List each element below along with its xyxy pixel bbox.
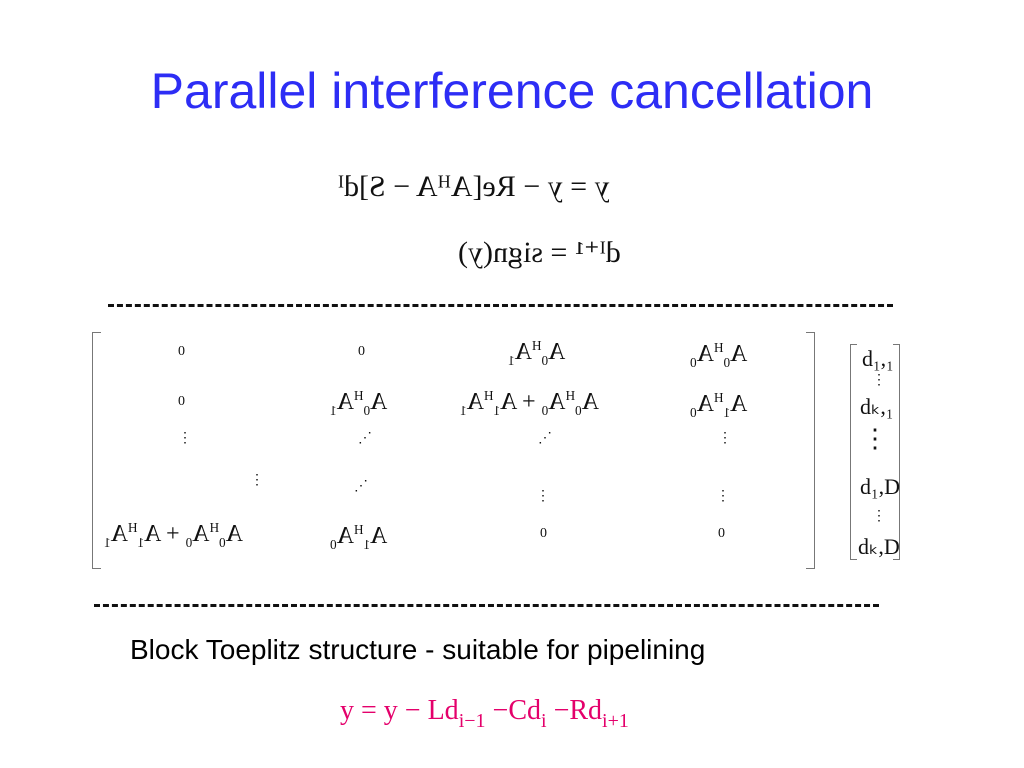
equation-2-text: dᴵ⁺¹ = sign(y) [458,236,621,269]
matrix-cell-0: 0 [178,344,185,359]
matrix-block-a0h-a1: A1HA0 [690,390,748,420]
eq-part-2: −Cd [485,695,541,726]
matrix-block-a0h-a0: A0HA0 [690,340,748,370]
matrix-block-a1h-a0: A0HA1 [330,388,388,418]
matrix-cell-0: 0 [178,394,185,409]
vector-entry: d₁,₁ [862,346,894,371]
matrix-block-a1h-a0: A0HA1 [508,338,566,368]
matrix-block-sum: A0HA0 + A1HA1 [460,388,600,418]
matrix-vdots: ⋮ [716,489,730,504]
vector-right-bracket [893,344,900,560]
eq-lhs: y [340,695,354,726]
matrix-ddots: ⋰ [354,479,368,494]
caption: Block Toeplitz structure - suitable for … [130,634,706,665]
matrix-cell-0: 0 [358,344,365,359]
dashed-divider-bottom [94,604,879,607]
matrix-vdots: ⋮ [250,473,264,488]
vector-left-bracket [850,344,857,560]
matrix-block-sum: A0HA0 + A1HA1 [104,520,244,550]
equation-1-text: y = y − Re[AᴴA − S]dᴵ [338,170,610,203]
eq-part-3: −Rd [546,695,603,726]
slide-title: Parallel interference cancellation [150,63,874,119]
matrix-vdots: ⋮ [536,489,550,504]
vector-vdots: ⋮ [872,373,886,388]
matrix-left-bracket [92,332,101,569]
matrix-ddots: ⋰ [538,431,552,446]
matrix-block-a0h-a1: A1HA0 [330,522,388,552]
matrix-cell-0: 0 [540,526,547,541]
matrix-cell-0: 0 [718,526,725,541]
matrix-vdots: ⋮ [178,431,192,446]
vector-entry: d₁,D [860,474,901,499]
matrix-vdots: ⋮ [718,431,732,446]
mirrored-equation-2: dᴵ⁺¹ = sign(y) [458,235,621,270]
eq-part-1: = y − Ld [354,695,459,726]
eq-sub-1: i−1 [458,710,486,732]
eq-sub-3: i+1 [602,710,629,732]
vector-vdots: ⋮ [862,424,888,453]
mirrored-equation-1: y = y − Re[AᴴA − S]dᴵ [338,170,610,204]
dashed-divider-top [108,304,893,307]
matrix-right-bracket [806,332,815,569]
vector-entry: dₖ,D [858,534,900,559]
pipelined-update-equation: y = y − Ldi−1 −Cdi −Rdi+1 [340,695,629,732]
matrix-ddots: ⋰ [358,431,372,446]
vector-entry: dₖ,₁ [860,394,894,419]
eq-sub-2: i [541,710,547,732]
vector-vdots: ⋮ [872,509,886,524]
